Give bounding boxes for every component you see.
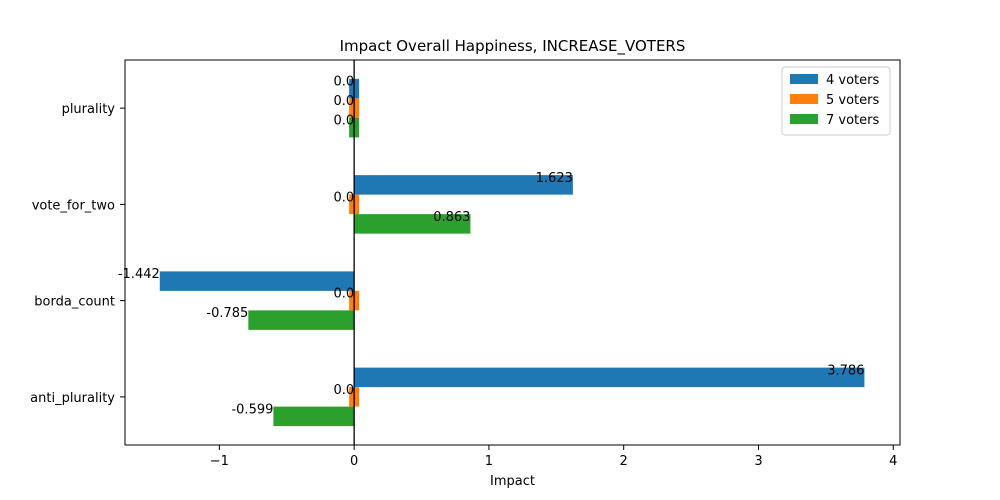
value-label-vote-for-two-4-voters: 1.623	[536, 171, 573, 186]
legend-label-4-voters: 4 voters	[826, 73, 879, 88]
value-label-borda-count-5-voters: 0.0	[333, 287, 354, 302]
x-tick-label: 3	[754, 454, 762, 469]
bar-anti-plurality-7-voters	[273, 406, 355, 427]
value-label-borda-count-4-voters: -1.442	[118, 267, 160, 282]
x-axis: −1 0 1 2 3 4	[210, 445, 897, 469]
x-tick-label: 2	[620, 454, 628, 469]
x-tick-label: −1	[210, 454, 229, 469]
bar-borda-count-7-voters	[248, 310, 355, 330]
y-tick-label-vote-for-two: vote_for_two	[32, 198, 115, 213]
value-label-borda-count-7-voters: -0.785	[206, 306, 248, 321]
y-axis: plurality vote_for_two borda_count anti_plu…	[30, 102, 125, 406]
legend-swatch-5-voters	[790, 94, 818, 104]
bar-vote-for-two-7-voters	[354, 214, 471, 234]
y-tick-label-plurality: plurality	[62, 102, 116, 117]
bars-layer	[159, 78, 865, 427]
x-axis-label: Impact	[490, 474, 535, 489]
legend-label-7-voters: 7 voters	[826, 113, 879, 128]
bar-anti-plurality-4-voters	[354, 367, 865, 388]
value-label-plurality-7-voters: 0.0	[333, 114, 354, 129]
legend-swatch-7-voters	[790, 114, 818, 124]
y-tick-label-anti-plurality: anti_plurality	[30, 391, 115, 406]
y-tick-label-borda-count: borda_count	[34, 295, 115, 310]
value-label-plurality-4-voters: 0.0	[333, 75, 354, 90]
chart-title: Impact Overall Happiness, INCREASE_VOTER…	[340, 37, 686, 56]
value-label-anti-plurality-7-voters: -0.599	[231, 402, 273, 417]
x-tick-label: 1	[485, 454, 493, 469]
value-label-vote-for-two-7-voters: 0.863	[433, 210, 470, 225]
bar-borda-count-4-voters	[159, 271, 355, 291]
value-labels-layer: 0.0 0.0 0.0 1.623 0.0 0.863 -1.442 0.0 -0.785 3.7…	[118, 75, 865, 418]
plot-area	[124, 59, 901, 446]
value-label-anti-plurality-4-voters: 3.786	[827, 363, 864, 378]
x-tick-label: 4	[889, 454, 897, 469]
value-label-anti-plurality-5-voters: 0.0	[333, 383, 354, 398]
legend-label-5-voters: 5 voters	[826, 93, 879, 108]
value-label-plurality-5-voters: 0.0	[333, 94, 354, 109]
value-label-vote-for-two-5-voters: 0.0	[333, 190, 354, 205]
legend-swatch-4-voters	[790, 74, 818, 84]
x-tick-label: 0	[350, 454, 358, 469]
bar-vote-for-two-4-voters	[354, 175, 573, 195]
legend: 4 voters 5 voters 7 voters	[781, 66, 891, 136]
